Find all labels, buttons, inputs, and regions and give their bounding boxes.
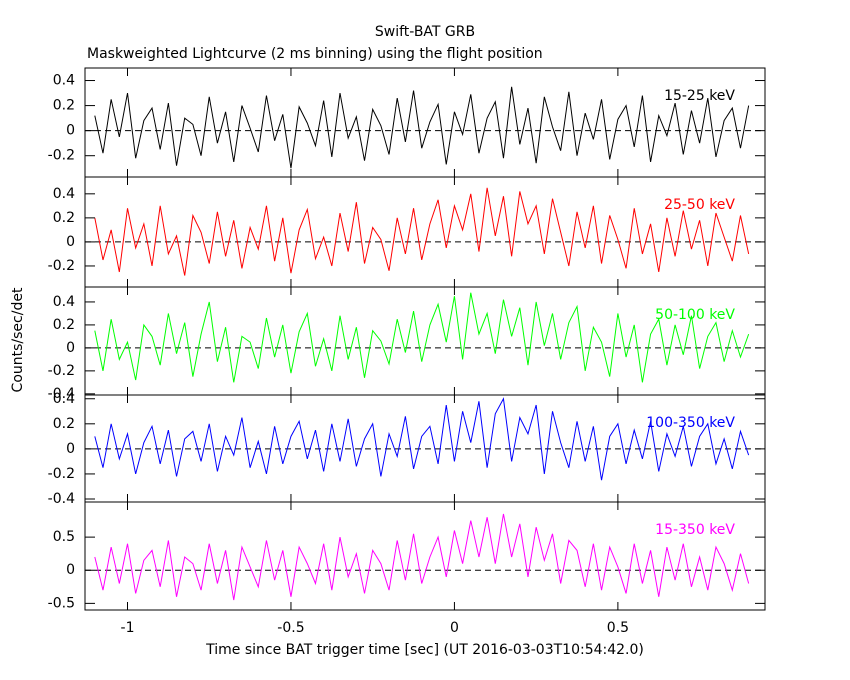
band-label: 15-25 keV xyxy=(664,88,735,104)
y-tick-label: 0 xyxy=(66,562,75,578)
y-tick-label: -0.2 xyxy=(48,363,75,379)
x-tick-label: -0.5 xyxy=(277,620,304,636)
y-tick-label: -0.2 xyxy=(48,148,75,164)
y-tick-label: 0.4 xyxy=(53,294,75,310)
lightcurve xyxy=(94,187,750,276)
chart-subtitle: Maskweighted Lightcurve (2 ms binning) u… xyxy=(87,46,543,62)
y-tick-label: 0 xyxy=(66,441,75,457)
y-tick-label: 0.2 xyxy=(53,98,75,114)
y-tick-label: 0.4 xyxy=(53,186,75,202)
x-tick-label: 0 xyxy=(450,620,459,636)
lightcurve xyxy=(94,86,750,169)
lightcurve xyxy=(94,513,750,601)
y-tick-label: -0.4 xyxy=(48,386,75,402)
y-tick-label: -0.5 xyxy=(48,595,75,611)
band-label: 15-350 keV xyxy=(655,522,735,538)
chart-title: Swift-BAT GRB xyxy=(375,24,475,40)
band-label: 100-350 keV xyxy=(646,415,735,431)
panel-frame xyxy=(84,501,766,611)
y-tick-label: -0.4 xyxy=(48,491,75,507)
panel-frame xyxy=(84,67,766,178)
y-tick-label: 0.4 xyxy=(53,73,75,89)
band-label: 25-50 keV xyxy=(664,197,735,213)
lightcurve xyxy=(94,292,750,383)
y-tick-label: 0.2 xyxy=(53,416,75,432)
x-tick-label: -1 xyxy=(121,620,135,636)
panel-frame xyxy=(84,176,766,288)
band-label: 50-100 keV xyxy=(655,307,735,323)
y-tick-label: 0.4 xyxy=(53,391,75,407)
y-tick-label: 0 xyxy=(66,234,75,250)
lightcurve xyxy=(94,397,750,481)
x-axis-label: Time since BAT trigger time [sec] (UT 20… xyxy=(205,642,644,658)
x-tick-label: 0.5 xyxy=(607,620,629,636)
y-tick-label: 0.2 xyxy=(53,210,75,226)
y-tick-label: 0 xyxy=(66,123,75,139)
y-tick-label: -0.2 xyxy=(48,258,75,274)
y-tick-label: -0.2 xyxy=(48,466,75,482)
y-tick-label: 0 xyxy=(66,340,75,356)
y-tick-label: 0.2 xyxy=(53,317,75,333)
y-tick-label: 0.5 xyxy=(53,529,75,545)
y-axis-label: Counts/sec/det xyxy=(10,287,26,392)
